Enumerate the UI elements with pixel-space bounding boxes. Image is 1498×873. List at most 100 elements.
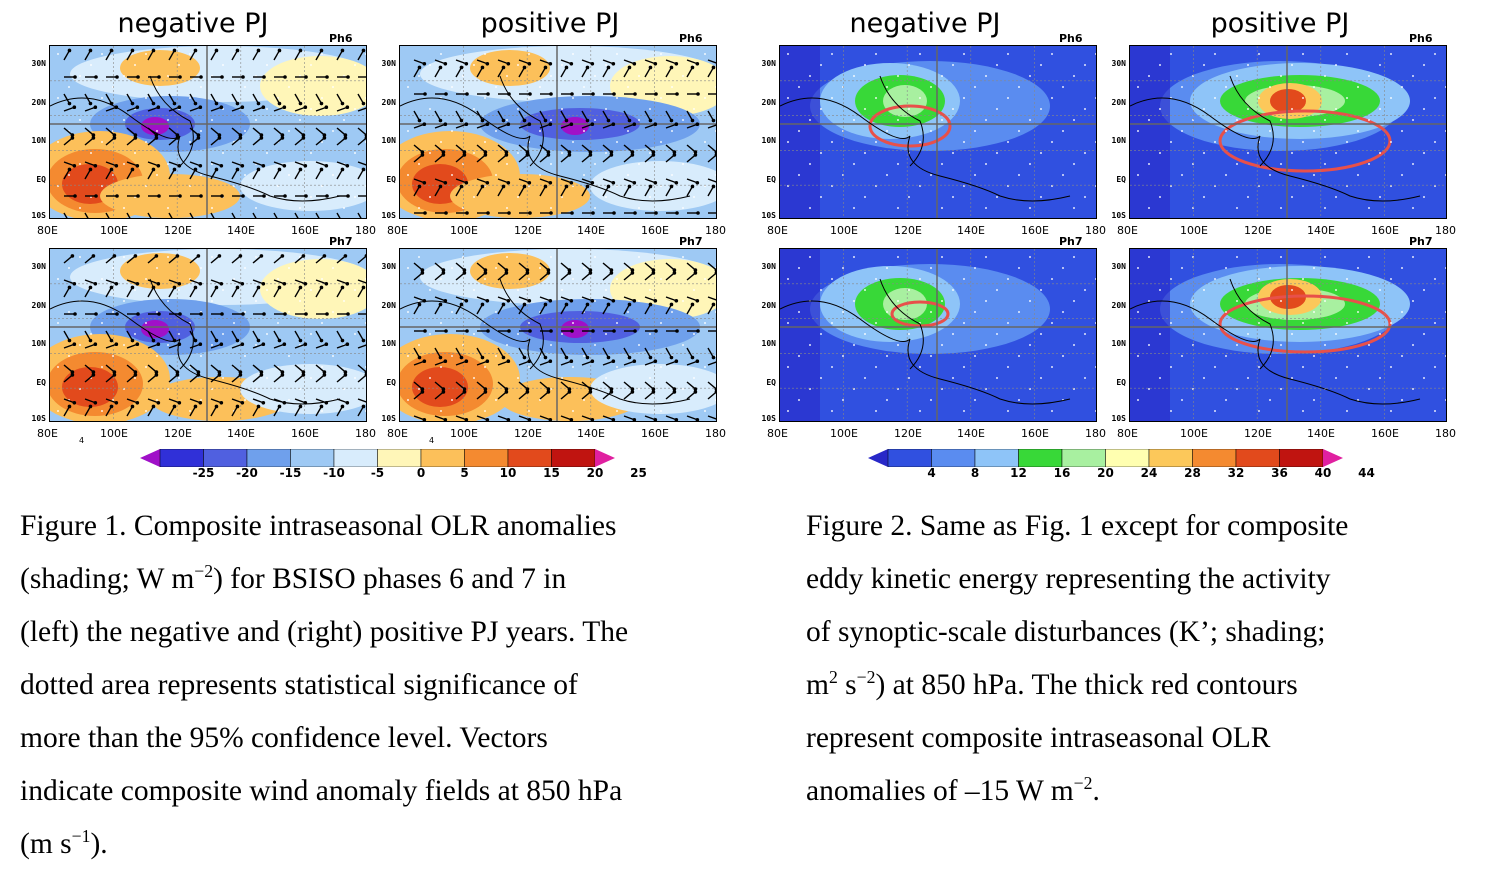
lon-label: 120E	[164, 224, 192, 237]
caption-text: (shading; W m	[20, 563, 195, 595]
lat-label: EQ	[1116, 378, 1126, 387]
caption-sup: −2	[194, 561, 214, 582]
colorbar-tick-label: -20	[236, 466, 258, 480]
lon-label: 120E	[894, 427, 922, 440]
lat-label: 10S	[1111, 414, 1126, 423]
lat-label: 10N	[761, 136, 776, 145]
colorbar-tick-label: 36	[1271, 466, 1288, 480]
lat-label: EQ	[36, 175, 46, 184]
lon-label: 140E	[577, 427, 605, 440]
map-shading	[400, 249, 716, 421]
lon-label: 180	[705, 427, 726, 440]
fig2-title-positive: positive PJ	[1210, 8, 1350, 39]
lat-label: 10N	[1111, 339, 1126, 348]
colorbar-tick-label: -5	[370, 466, 385, 480]
lon-label: 140E	[1307, 224, 1335, 237]
lon-label: 120E	[164, 427, 192, 440]
lon-label: 160E	[291, 224, 319, 237]
fig2-title-negative: negative PJ	[849, 8, 1001, 39]
caption-line: (m s−1).	[20, 818, 751, 871]
lat-label: 10S	[1111, 211, 1126, 220]
map-shading	[780, 249, 1096, 421]
map-shading	[1130, 249, 1446, 421]
lat-label: 10N	[761, 339, 776, 348]
caption-text: (m s	[20, 828, 72, 860]
vector-reference-label: 4	[429, 436, 435, 445]
lat-label: 30N	[761, 262, 776, 271]
fig1-map-panel	[399, 248, 717, 422]
lon-label: 80E	[387, 427, 408, 440]
lat-label: 10N	[31, 136, 46, 145]
fig2-colorbar	[868, 449, 1343, 467]
caption-text: ) at 850 hPa. The thick red contours	[875, 669, 1298, 701]
lon-label: 140E	[227, 224, 255, 237]
lat-label: 20N	[31, 98, 46, 107]
lon-label: 180	[1085, 427, 1106, 440]
lon-label: 80E	[387, 224, 408, 237]
figure1-caption: Figure 1. Composite intraseasonal OLR an…	[20, 500, 751, 871]
lat-label: EQ	[766, 378, 776, 387]
lat-label: 30N	[31, 262, 46, 271]
vector-reference-label: 4	[79, 436, 85, 445]
lon-label: 120E	[1244, 427, 1272, 440]
lat-label: 10S	[31, 211, 46, 220]
lat-label: 30N	[1111, 262, 1126, 271]
colorbar-tick-label: -25	[192, 466, 215, 480]
caption-line: represent composite intraseasonal OLR	[806, 722, 1271, 754]
colorbar-tick-label: 24	[1140, 466, 1158, 480]
lon-label: 180	[1085, 224, 1106, 237]
caption-sup: 2	[828, 667, 838, 688]
lon-label: 80E	[767, 224, 788, 237]
colorbar-tick-label: -10	[323, 466, 345, 480]
lon-label: 100E	[830, 427, 858, 440]
lat-label: EQ	[386, 175, 396, 184]
caption-line: more than the 95% confidence level. Vect…	[20, 722, 548, 754]
caption-line: (left) the negative and (right) positive…	[20, 616, 629, 648]
lat-label: 10S	[381, 414, 396, 423]
lon-label: 160E	[1021, 224, 1049, 237]
map-shading	[400, 46, 716, 218]
map-shading	[780, 46, 1096, 218]
map-shading	[50, 46, 366, 218]
lat-label: 20N	[761, 98, 776, 107]
lon-label: 80E	[37, 224, 58, 237]
lat-label: EQ	[386, 378, 396, 387]
caption-line: dotted area represents statistical signi…	[20, 669, 578, 701]
caption-text: .	[1092, 775, 1100, 807]
colorbar-tick-label: 8	[970, 466, 980, 480]
lon-label: 140E	[957, 224, 985, 237]
lon-label: 100E	[830, 224, 858, 237]
lon-label: 80E	[767, 427, 788, 440]
lon-label: 140E	[577, 224, 605, 237]
lon-label: 100E	[450, 224, 478, 237]
lat-label: 10N	[381, 136, 396, 145]
lon-label: 140E	[1307, 427, 1335, 440]
colorbar-tick-label: 20	[1097, 466, 1114, 480]
lat-label: 10N	[381, 339, 396, 348]
lon-label: 120E	[1244, 224, 1272, 237]
lon-label: 120E	[514, 224, 542, 237]
lat-label: 20N	[381, 301, 396, 310]
fig1-title-positive: positive PJ	[480, 8, 620, 39]
colorbar-tick-label: 44	[1358, 466, 1375, 480]
caption-line: eddy kinetic energy representing the act…	[806, 563, 1331, 595]
colorbar-tick-label: 20	[586, 466, 604, 480]
lat-label: 20N	[1111, 301, 1126, 310]
lon-label: 80E	[37, 427, 58, 440]
lon-label: 80E	[1117, 224, 1138, 237]
fig2-map-panel	[779, 248, 1097, 422]
lat-label: EQ	[766, 175, 776, 184]
phase-label: Ph6	[679, 32, 703, 45]
lat-label: 10N	[1111, 136, 1126, 145]
phase-label: Ph6	[1059, 32, 1083, 45]
lon-label: 160E	[1371, 224, 1399, 237]
colorbar-tick-label: 16	[1053, 466, 1071, 480]
lat-label: 30N	[31, 59, 46, 68]
caption-line: indicate composite wind anomaly fields a…	[20, 775, 623, 807]
caption-line: Figure 2. Same as Fig. 1 except for comp…	[806, 510, 1349, 542]
phase-label: Ph6	[1409, 32, 1433, 45]
lon-label: 180	[355, 427, 376, 440]
caption-text: m	[806, 669, 829, 701]
lat-label: 20N	[1111, 98, 1126, 107]
lon-label: 160E	[641, 427, 669, 440]
